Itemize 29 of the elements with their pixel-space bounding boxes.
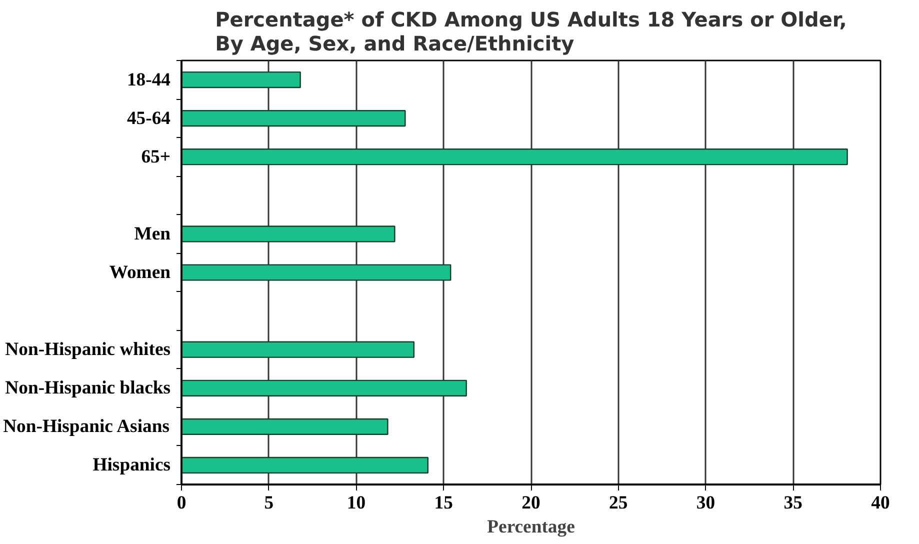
bar — [182, 264, 452, 281]
bar — [182, 148, 848, 166]
y-tick-label: Hispanics — [92, 454, 171, 476]
y-tick-label: 65+ — [141, 146, 171, 168]
x-tick-label: 35 — [784, 492, 802, 514]
bar — [182, 418, 388, 435]
y-tick-label: Men — [134, 223, 172, 244]
x-tick-label: 0 — [176, 492, 186, 514]
bar — [182, 226, 396, 242]
chart-title: Percentage* of CKD Among US Adults 18 Years or Older, By Age, Sex, and Race/Ethnicity — [215, 8, 847, 56]
x-axis-title: Percentage — [487, 516, 575, 538]
bar — [182, 341, 415, 358]
x-tick-label: 25 — [609, 492, 628, 514]
x-tick-label: 30 — [696, 492, 716, 514]
x-tick-label: 20 — [522, 492, 540, 514]
y-tick-label: Non-Hispanic whites — [5, 339, 171, 360]
y-tick-label: Women — [109, 262, 172, 283]
x-tick-label: 5 — [264, 492, 274, 514]
y-tick-label: Non-Hispanic blacks — [5, 378, 171, 399]
x-tick-label: 10 — [346, 492, 366, 514]
y-tick-label: 18-44 — [126, 69, 171, 90]
x-tick-label: 15 — [434, 492, 453, 514]
bar — [182, 380, 467, 396]
y-tick-label: 45-64 — [126, 108, 171, 129]
bar — [182, 456, 428, 474]
y-tick-label: Non-Hispanic Asians — [3, 416, 170, 438]
x-tick-label: 40 — [871, 492, 890, 514]
bar — [182, 71, 301, 88]
bar — [182, 110, 406, 127]
